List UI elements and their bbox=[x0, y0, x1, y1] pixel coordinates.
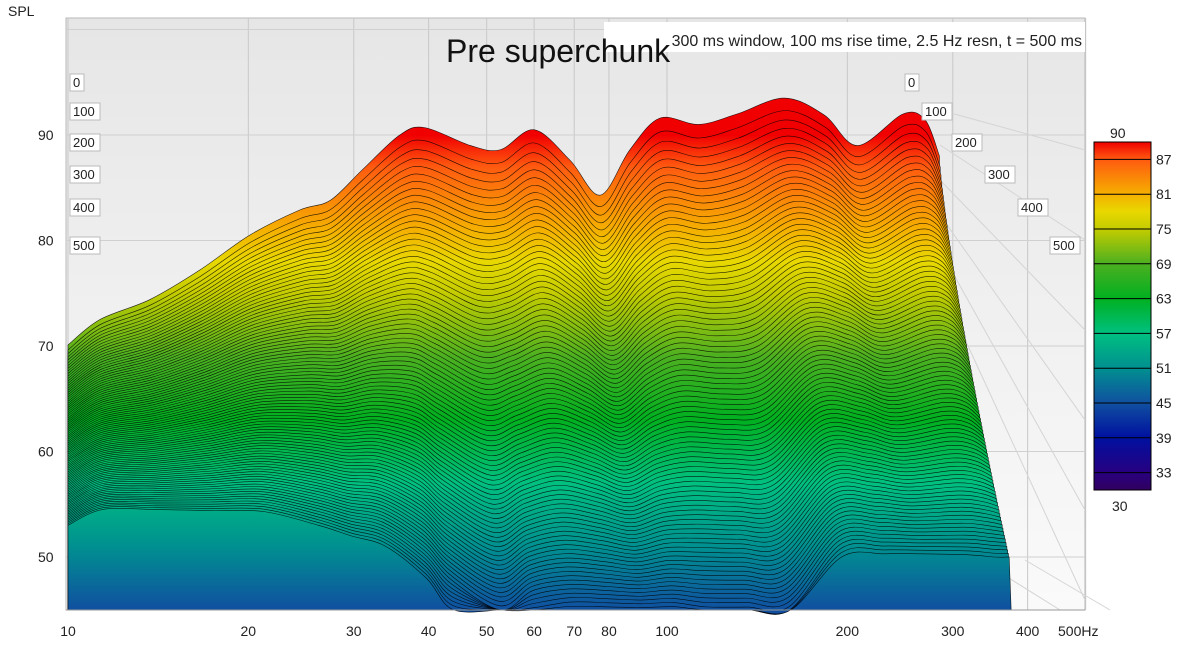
time-label: 500 bbox=[1053, 238, 1075, 253]
colorbar-label: 51 bbox=[1156, 360, 1172, 376]
time-label: 500 bbox=[73, 238, 95, 253]
subtitle-box bbox=[604, 22, 1085, 52]
y-axis-ticks: 90 80 70 60 50 bbox=[38, 127, 54, 565]
perspective-line bbox=[939, 214, 1086, 421]
perspective-line bbox=[939, 144, 1086, 241]
y-axis-label: SPL bbox=[8, 3, 35, 19]
chart-title: Pre superchunk bbox=[446, 33, 671, 69]
perspective-line bbox=[939, 249, 1086, 511]
x-tick-label: 30 bbox=[346, 623, 362, 639]
colorbar-label: 33 bbox=[1156, 465, 1172, 481]
x-tick-label: 200 bbox=[836, 623, 860, 639]
colorbar-label: 81 bbox=[1156, 186, 1172, 202]
colorbar-label: 69 bbox=[1156, 256, 1172, 272]
time-label-box bbox=[984, 165, 1016, 184]
time-label: 300 bbox=[73, 167, 95, 182]
colorbar-label: 87 bbox=[1156, 151, 1172, 167]
x-tick-label: 100 bbox=[655, 623, 679, 639]
waterfall-surface bbox=[67, 97, 1012, 615]
y-tick-label: 80 bbox=[38, 233, 54, 249]
perspective-line bbox=[939, 109, 1086, 151]
x-tick-label: 80 bbox=[601, 623, 617, 639]
time-label: 0 bbox=[73, 75, 80, 90]
time-label-box bbox=[69, 198, 101, 217]
time-label: 200 bbox=[955, 135, 977, 150]
colorbar-label: 63 bbox=[1156, 291, 1172, 307]
y-tick-label: 90 bbox=[38, 127, 54, 143]
x-tick-label: 10 bbox=[60, 623, 76, 639]
y-tick-label: 50 bbox=[38, 549, 54, 565]
time-label-box bbox=[951, 133, 983, 152]
x-axis-ticks: 10 20 30 40 50 60 70 80 100 200 300 400 500Hz bbox=[60, 609, 1098, 639]
colorbar-label: 30 bbox=[1112, 498, 1128, 514]
time-label: 400 bbox=[1021, 200, 1043, 215]
x-tick-label: 300 bbox=[941, 623, 965, 639]
y-tick-label: 70 bbox=[38, 338, 54, 354]
x-tick-label: 40 bbox=[421, 623, 437, 639]
colorbar: 90 87 81 75 69 63 57 51 45 39 33 30 bbox=[1093, 125, 1172, 514]
time-label-box bbox=[904, 73, 920, 92]
x-tick-label: 50 bbox=[479, 623, 495, 639]
time-label-box bbox=[69, 236, 101, 255]
x-tick-label: 60 bbox=[526, 623, 542, 639]
time-label: 200 bbox=[73, 135, 95, 150]
colorbar-label: 39 bbox=[1156, 430, 1172, 446]
time-label-box bbox=[69, 102, 101, 121]
colorbar-label: 45 bbox=[1156, 395, 1172, 411]
x-tick-label: 500Hz bbox=[1058, 623, 1098, 639]
time-label-box bbox=[69, 165, 101, 184]
subtitle: 300 ms window, 100 ms rise time, 2.5 Hz … bbox=[672, 33, 1082, 50]
time-label-box bbox=[921, 102, 953, 121]
time-label: 100 bbox=[925, 104, 947, 119]
time-label-box bbox=[1017, 198, 1049, 217]
colorbar-label: 90 bbox=[1110, 125, 1126, 141]
x-tick-label: 70 bbox=[566, 623, 582, 639]
x-tick-label: 400 bbox=[1016, 623, 1040, 639]
time-label: 0 bbox=[908, 75, 915, 90]
colorbar-scale bbox=[1093, 141, 1152, 491]
colorbar-label: 75 bbox=[1156, 221, 1172, 237]
time-label: 400 bbox=[73, 200, 95, 215]
time-axis-labels: 0 0 100 100 200 200 300 300 400 400 500 500 bbox=[69, 73, 1081, 255]
time-label: 300 bbox=[988, 167, 1010, 182]
time-label: 100 bbox=[73, 104, 95, 119]
time-label-box bbox=[69, 73, 85, 92]
y-tick-label: 60 bbox=[38, 444, 54, 460]
x-tick-label: 20 bbox=[241, 623, 257, 639]
time-label-box bbox=[69, 133, 101, 152]
floor-line bbox=[1024, 559, 1111, 611]
time-label-box bbox=[1049, 236, 1081, 255]
colorbar-label: 57 bbox=[1156, 325, 1172, 341]
perspective-line bbox=[939, 179, 1086, 331]
